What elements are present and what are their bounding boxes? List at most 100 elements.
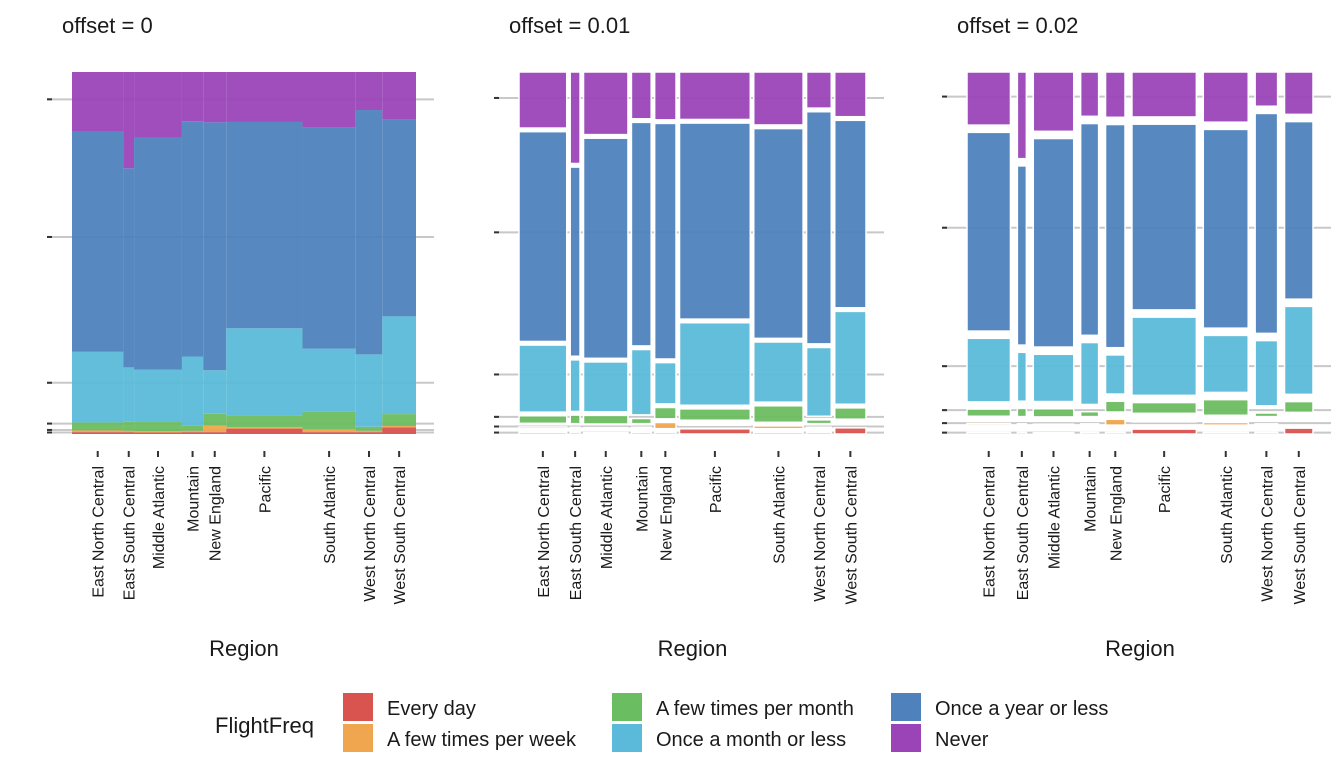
tile-east-north-central-never [966, 71, 1012, 126]
tile-west-south-central-a-few-times-per-month [1283, 400, 1314, 414]
tile-south-atlantic-every-day [752, 431, 804, 435]
x-tick-label: East North Central [91, 466, 108, 598]
panel-title: offset = 0.01 [509, 13, 630, 38]
tile-east-south-central-a-few-times-per-month [123, 421, 135, 431]
tile-east-north-central-every-day [966, 431, 1012, 435]
tile-east-south-central-a-few-times-per-month [1016, 407, 1028, 418]
legend-items: Every day A few times per week A few times… [343, 693, 1108, 752]
tile-new-england-once-a-month-or-less [1104, 354, 1126, 395]
tile-east-south-central-a-few-times-per-week [1016, 423, 1028, 426]
x-axis-title: Region [209, 636, 279, 661]
tile-middle-atlantic-a-few-times-per-month [134, 422, 182, 432]
tile-mountain-never [181, 72, 204, 122]
tile-west-south-central-a-few-times-per-month [382, 414, 416, 427]
tile-west-north-central-a-few-times-per-month [805, 419, 833, 425]
tile-middle-atlantic-a-few-times-per-month [1032, 408, 1075, 418]
tile-middle-atlantic-every-day [582, 431, 629, 435]
legend-swatch [343, 693, 373, 721]
tile-mountain-every-day [630, 431, 652, 435]
tile-south-atlantic-a-few-times-per-month [1202, 398, 1249, 417]
tile-south-atlantic-once-a-year-or-less [302, 127, 356, 349]
tile-south-atlantic-never [302, 72, 356, 128]
tile-south-atlantic-never [1202, 71, 1249, 123]
tile-mountain-a-few-times-per-week [1079, 423, 1100, 426]
x-axis: East North Central East South Central Midd… [91, 451, 409, 604]
tile-west-south-central-every-day [1283, 427, 1314, 435]
tile-west-north-central-a-few-times-per-week [805, 426, 833, 430]
tile-east-north-central-every-day [72, 432, 124, 434]
tile-west-north-central-a-few-times-per-month [355, 426, 383, 431]
legend-swatch [891, 693, 921, 721]
tile-south-atlantic-once-a-month-or-less [1202, 334, 1249, 394]
tile-new-england-once-a-month-or-less [653, 361, 677, 405]
tile-pacific-a-few-times-per-week [1131, 419, 1198, 423]
tile-mountain-a-few-times-per-month [1079, 410, 1100, 418]
x-tick-label: South Atlantic [771, 466, 788, 564]
tile-east-north-central-once-a-month-or-less [518, 344, 568, 413]
x-tick-label: West South Central [843, 466, 860, 604]
tile-south-atlantic-once-a-year-or-less [1202, 128, 1249, 329]
x-tick-label: West South Central [1292, 466, 1309, 604]
x-axis-title: Region [658, 636, 728, 661]
tile-east-north-central-a-few-times-per-month [72, 422, 124, 431]
tile-new-england-every-day [1104, 431, 1126, 435]
tile-pacific-once-a-year-or-less [226, 121, 303, 329]
tile-east-south-central-every-day [1016, 431, 1028, 435]
tile-middle-atlantic-once-a-month-or-less [1032, 353, 1075, 403]
tile-east-south-central-a-few-times-per-month [569, 414, 581, 425]
tile-east-north-central-every-day [518, 431, 568, 435]
tile-new-england-once-a-year-or-less [653, 122, 677, 360]
panel-title: offset = 0.02 [957, 13, 1078, 38]
legend-swatch [891, 724, 921, 752]
tile-east-south-central-a-few-times-per-week [123, 430, 135, 433]
tile-east-north-central-once-a-year-or-less [518, 130, 568, 343]
tile-west-south-central-a-few-times-per-month [833, 407, 867, 420]
tile-pacific-a-few-times-per-week [678, 423, 752, 426]
tile-south-atlantic-once-a-month-or-less [302, 348, 356, 412]
legend-label: Once a month or less [656, 729, 846, 751]
tile-west-south-central-never [382, 72, 416, 120]
tile-east-south-central-never [1016, 71, 1028, 160]
tile-pacific-once-a-month-or-less [678, 321, 752, 407]
tile-new-england-never [1104, 71, 1126, 119]
tile-east-south-central-once-a-month-or-less [1016, 351, 1028, 402]
tile-middle-atlantic-never [1032, 71, 1075, 133]
tile-west-south-central-every-day [833, 427, 867, 435]
x-tick-label: West South Central [392, 466, 409, 604]
x-tick-label: East South Central [1015, 466, 1032, 600]
x-tick-label: New England [658, 466, 675, 561]
tile-west-north-central-once-a-year-or-less [805, 110, 833, 345]
x-tick-label: East South Central [122, 466, 139, 600]
tile-mountain-once-a-month-or-less [1079, 341, 1100, 406]
tile-west-south-central-once-a-month-or-less [833, 310, 867, 405]
tile-mountain-a-few-times-per-week [630, 426, 652, 430]
tile-new-england-once-a-year-or-less [203, 122, 227, 371]
tile-east-south-central-never [569, 71, 581, 165]
panel-title: offset = 0 [62, 13, 153, 38]
x-tick-label: South Atlantic [322, 466, 339, 564]
tile-mountain-once-a-month-or-less [181, 356, 204, 426]
tile-east-north-central-a-few-times-per-week [518, 426, 568, 430]
tile-mountain-every-day [1079, 431, 1100, 435]
legend-item-once-a-month-or-less: Once a month or less [612, 724, 846, 752]
tile-mountain-once-a-year-or-less [630, 121, 652, 347]
tile-east-south-central-never [123, 72, 135, 169]
tile-pacific-never [226, 72, 303, 122]
tile-east-south-central-once-a-year-or-less [569, 166, 581, 357]
tile-south-atlantic-every-day [1202, 431, 1249, 435]
tile-new-england-once-a-year-or-less [1104, 123, 1126, 349]
tile-east-north-central-a-few-times-per-month [966, 408, 1012, 418]
x-tick-label: Pacific [708, 466, 725, 513]
tile-south-atlantic-once-a-year-or-less [752, 127, 804, 340]
tile-west-south-central-a-few-times-per-week [1283, 418, 1314, 422]
tile-west-south-central-a-few-times-per-week [382, 426, 416, 428]
legend-swatch [612, 693, 642, 721]
tile-east-south-central-every-day [569, 431, 581, 435]
tile-south-atlantic-once-a-month-or-less [752, 341, 804, 403]
tile-pacific-every-day [678, 428, 752, 435]
tile-new-england-a-few-times-per-month [1104, 400, 1126, 413]
panel-3: offset = 0.02 East North Central East Sout… [942, 13, 1331, 661]
tile-middle-atlantic-a-few-times-per-week [1032, 423, 1075, 427]
tile-new-england-every-day [203, 432, 227, 434]
